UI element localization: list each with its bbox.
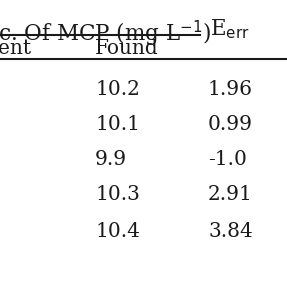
Text: ent: ent xyxy=(0,39,31,58)
Text: 10.2: 10.2 xyxy=(95,80,140,99)
Text: 1.96: 1.96 xyxy=(208,80,253,99)
Text: 10.4: 10.4 xyxy=(95,222,140,241)
Text: -1.0: -1.0 xyxy=(208,150,247,169)
Text: Found: Found xyxy=(95,39,159,58)
Text: c. Of MCP (mg L$^{-1}$): c. Of MCP (mg L$^{-1}$) xyxy=(0,19,213,49)
Text: E$_{\mathrm{err}}$: E$_{\mathrm{err}}$ xyxy=(210,17,250,40)
Text: 10.1: 10.1 xyxy=(95,115,140,134)
Text: 3.84: 3.84 xyxy=(208,222,253,241)
Text: 9.9: 9.9 xyxy=(95,150,127,169)
Text: 10.3: 10.3 xyxy=(95,185,140,204)
Text: 0.99: 0.99 xyxy=(208,115,253,134)
Text: 2.91: 2.91 xyxy=(208,185,253,204)
